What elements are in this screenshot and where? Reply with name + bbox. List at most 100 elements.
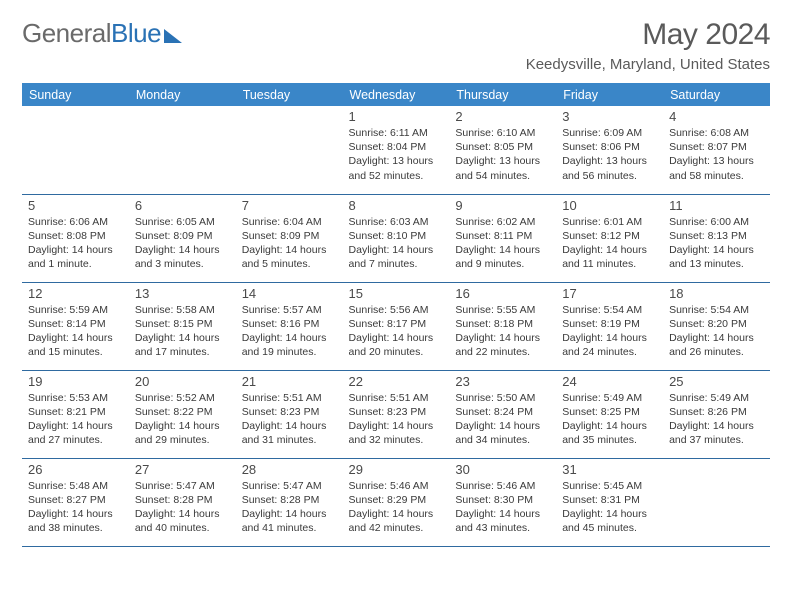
- sunrise-text: Sunrise: 6:01 AM: [562, 216, 642, 228]
- calendar-day: 24Sunrise: 5:49 AMSunset: 8:25 PMDayligh…: [556, 370, 663, 458]
- daylight-text: Daylight: 14 hours and 38 minutes.: [28, 508, 113, 534]
- sunrise-text: Sunrise: 5:47 AM: [135, 480, 215, 492]
- calendar-day: 12 Sunrise: 5:59 AMSunset: 8:14 PMDayligh…: [22, 282, 129, 370]
- sunrise-text: Sunrise: 6:11 AM: [349, 127, 428, 139]
- sunrise-text: Sunrise: 5:54 AM: [562, 304, 642, 316]
- calendar-day: 16 Sunrise: 5:55 AMSunset: 8:18 PMDayligh…: [449, 282, 556, 370]
- calendar-week: 1 Sunrise: 6:11 AM Sunset: 8:04 PM Daylight…: [22, 106, 770, 194]
- day-number: 4: [669, 109, 764, 124]
- day-detail: Sunrise: 6:08 AMSunset: 8:07 PMDaylight:…: [669, 126, 764, 183]
- sunset-text: Sunset: 8:23 PM: [349, 406, 427, 418]
- sunrise-text: Sunrise: 5:58 AM: [135, 304, 215, 316]
- day-detail: Sunrise: 5:50 AMSunset: 8:24 PMDaylight:…: [455, 391, 550, 448]
- daylight-text: Daylight: 14 hours and 13 minutes.: [669, 244, 754, 270]
- daylight-text: Daylight: 14 hours and 35 minutes.: [562, 420, 647, 446]
- sunset-text: Sunset: 8:05 PM: [455, 141, 533, 153]
- sunset-text: Sunset: 8:15 PM: [135, 318, 213, 330]
- day-detail: Sunrise: 6:10 AMSunset: 8:05 PMDaylight:…: [455, 126, 550, 183]
- day-number: 16: [455, 286, 550, 301]
- calendar-day: 11Sunrise: 6:00 AMSunset: 8:13 PMDayligh…: [663, 194, 770, 282]
- calendar-day: 17Sunrise: 5:54 AMSunset: 8:19 PMDayligh…: [556, 282, 663, 370]
- calendar-day-empty: [129, 106, 236, 194]
- daylight-text: Daylight: 14 hours and 26 minutes.: [669, 332, 754, 358]
- logo-sail-icon: [164, 25, 186, 43]
- calendar-week: 19 Sunrise: 5:53 AM Sunset: 8:21 PM Dayligh…: [22, 370, 770, 458]
- day-detail: Sunrise: 5:47 AMSunset: 8:28 PMDaylight:…: [135, 479, 230, 536]
- daylight-text: Daylight: 14 hours and 3 minutes.: [135, 244, 220, 270]
- day-header: Sunday: [22, 83, 129, 106]
- daylight-text: Daylight: 14 hours and 40 minutes.: [135, 508, 220, 534]
- day-detail: Sunrise: 5:58 AM Sunset: 8:15 PM Daylight:…: [135, 303, 230, 360]
- day-detail: Sunrise: 6:02 AMSunset: 8:11 PMDaylight:…: [455, 215, 550, 272]
- day-number: 12: [28, 286, 123, 301]
- sunrise-text: Sunrise: 5:45 AM: [562, 480, 642, 492]
- daylight-text: Daylight: 14 hours and 31 minutes.: [242, 420, 327, 446]
- daylight-text: Daylight: 14 hours and 11 minutes.: [562, 244, 647, 270]
- daylight-text: Daylight: 13 hours and 54 minutes.: [455, 155, 540, 181]
- sunrise-text: Sunrise: 6:06 AM: [28, 216, 108, 228]
- day-number: 19: [28, 374, 123, 389]
- calendar-day: 25Sunrise: 5:49 AMSunset: 8:26 PMDayligh…: [663, 370, 770, 458]
- day-detail: Sunrise: 6:09 AMSunset: 8:06 PMDaylight:…: [562, 126, 657, 183]
- calendar-day: 3Sunrise: 6:09 AMSunset: 8:06 PMDaylight…: [556, 106, 663, 194]
- sunset-text: Sunset: 8:29 PM: [349, 494, 427, 506]
- sunset-text: Sunset: 8:28 PM: [242, 494, 320, 506]
- day-number: 14: [242, 286, 337, 301]
- sunset-text: Sunset: 8:12 PM: [562, 230, 640, 242]
- sunset-text: Sunset: 8:20 PM: [669, 318, 747, 330]
- day-detail: Sunrise: 5:54 AMSunset: 8:20 PMDaylight:…: [669, 303, 764, 360]
- calendar-day: 28Sunrise: 5:47 AMSunset: 8:28 PMDayligh…: [236, 458, 343, 546]
- calendar-table: SundayMondayTuesdayWednesdayThursdayFrid…: [22, 83, 770, 547]
- day-detail: Sunrise: 5:51 AM Sunset: 8:23 PM Daylight:…: [349, 391, 444, 448]
- day-number: 20: [135, 374, 230, 389]
- day-detail: Sunrise: 6:04 AMSunset: 8:09 PMDaylight:…: [242, 215, 337, 272]
- sunset-text: Sunset: 8:25 PM: [562, 406, 640, 418]
- day-detail: Sunrise: 6:06 AMSunset: 8:08 PMDaylight:…: [28, 215, 123, 272]
- sunrise-text: Sunrise: 5:59 AM: [28, 304, 108, 316]
- calendar-day-empty: [236, 106, 343, 194]
- calendar-body: 1 Sunrise: 6:11 AM Sunset: 8:04 PM Daylight…: [22, 106, 770, 546]
- calendar-day: 15Sunrise: 5:56 AMSunset: 8:17 PMDayligh…: [343, 282, 450, 370]
- daylight-text: Daylight: 14 hours and 32 minutes.: [349, 420, 434, 446]
- calendar-day: 6Sunrise: 6:05 AMSunset: 8:09 PMDaylight…: [129, 194, 236, 282]
- day-detail: Sunrise: 5:59 AMSunset: 8:14 PMDaylight:…: [28, 303, 123, 360]
- day-number: 7: [242, 198, 337, 213]
- sunrise-text: Sunrise: 5:53 AM: [28, 392, 108, 404]
- sunrise-text: Sunrise: 6:09 AM: [562, 127, 642, 139]
- sunrise-text: Sunrise: 5:51 AM: [349, 392, 429, 404]
- sunset-text: Sunset: 8:30 PM: [455, 494, 533, 506]
- day-number: 21: [242, 374, 337, 389]
- sunset-text: Sunset: 8:07 PM: [669, 141, 747, 153]
- day-detail: Sunrise: 5:52 AMSunset: 8:22 PMDaylight:…: [135, 391, 230, 448]
- sunset-text: Sunset: 8:23 PM: [242, 406, 320, 418]
- day-number: 1: [349, 109, 444, 124]
- day-header: Thursday: [449, 83, 556, 106]
- sunset-text: Sunset: 8:26 PM: [669, 406, 747, 418]
- sunset-text: Sunset: 8:17 PM: [349, 318, 427, 330]
- day-detail: Sunrise: 5:57 AMSunset: 8:16 PMDaylight:…: [242, 303, 337, 360]
- day-number: 2: [455, 109, 550, 124]
- title-block: May 2024 Keedysville, Maryland, United S…: [526, 18, 770, 73]
- day-detail: Sunrise: 5:55 AMSunset: 8:18 PMDaylight:…: [455, 303, 550, 360]
- day-detail: Sunrise: 5:51 AMSunset: 8:23 PMDaylight:…: [242, 391, 337, 448]
- sunset-text: Sunset: 8:21 PM: [28, 406, 106, 418]
- day-number: 8: [349, 198, 444, 213]
- day-number: 27: [135, 462, 230, 477]
- calendar-day: 23Sunrise: 5:50 AMSunset: 8:24 PMDayligh…: [449, 370, 556, 458]
- day-detail: Sunrise: 6:00 AMSunset: 8:13 PMDaylight:…: [669, 215, 764, 272]
- calendar-week: 5 Sunrise: 6:06 AMSunset: 8:08 PMDaylight…: [22, 194, 770, 282]
- daylight-text: Daylight: 14 hours and 9 minutes.: [455, 244, 540, 270]
- daylight-text: Daylight: 14 hours and 22 minutes.: [455, 332, 540, 358]
- sunrise-text: Sunrise: 5:52 AM: [135, 392, 215, 404]
- day-number: 17: [562, 286, 657, 301]
- sunset-text: Sunset: 8:04 PM: [349, 141, 427, 153]
- day-header: Saturday: [663, 83, 770, 106]
- sunrise-text: Sunrise: 5:47 AM: [242, 480, 322, 492]
- calendar-day: 22Sunrise: 5:51 AMSunset: 8:23 PMDayligh…: [343, 370, 450, 458]
- daylight-text: Daylight: 14 hours and 45 minutes.: [562, 508, 647, 534]
- daylight-text: Daylight: 14 hours and 17 minutes.: [135, 332, 220, 358]
- day-number: 5: [28, 198, 123, 213]
- logo-first: General: [22, 18, 111, 48]
- day-number: 31: [562, 462, 657, 477]
- daylight-text: Daylight: 14 hours and 29 minutes.: [135, 420, 220, 446]
